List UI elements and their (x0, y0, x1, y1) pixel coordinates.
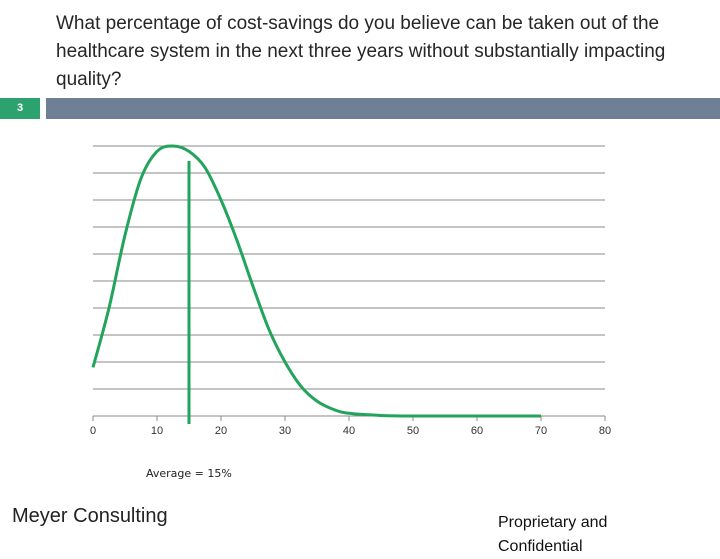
x-tick-label: 30 (279, 425, 291, 437)
x-tick-label: 80 (599, 425, 611, 437)
x-tick-labels: 0 10 20 30 40 50 60 70 80 (90, 425, 611, 437)
slide-number: 3 (16, 102, 24, 114)
average-label: Average = 15% (146, 467, 232, 480)
header-bar (46, 98, 720, 119)
x-tick-label: 60 (471, 425, 483, 437)
distribution-chart: 0 10 20 30 40 50 60 70 80 (90, 144, 611, 437)
distribution-curve (91, 144, 541, 418)
x-tick-label: 70 (535, 425, 547, 437)
footer-confidential: Proprietary and Confidential (498, 514, 608, 555)
slide-title: What percentage of cost-savings do you b… (56, 13, 666, 90)
chart-gridlines (93, 145, 605, 390)
x-tick-label: 50 (407, 425, 419, 437)
chart-series (91, 144, 541, 424)
x-tick-label: 0 (90, 425, 96, 437)
footer-company: Meyer Consulting (12, 505, 168, 527)
slide-number-badge (0, 98, 40, 119)
x-tick-label: 10 (151, 425, 163, 437)
x-tick-label: 40 (343, 425, 355, 437)
x-tick-label: 20 (215, 425, 227, 437)
